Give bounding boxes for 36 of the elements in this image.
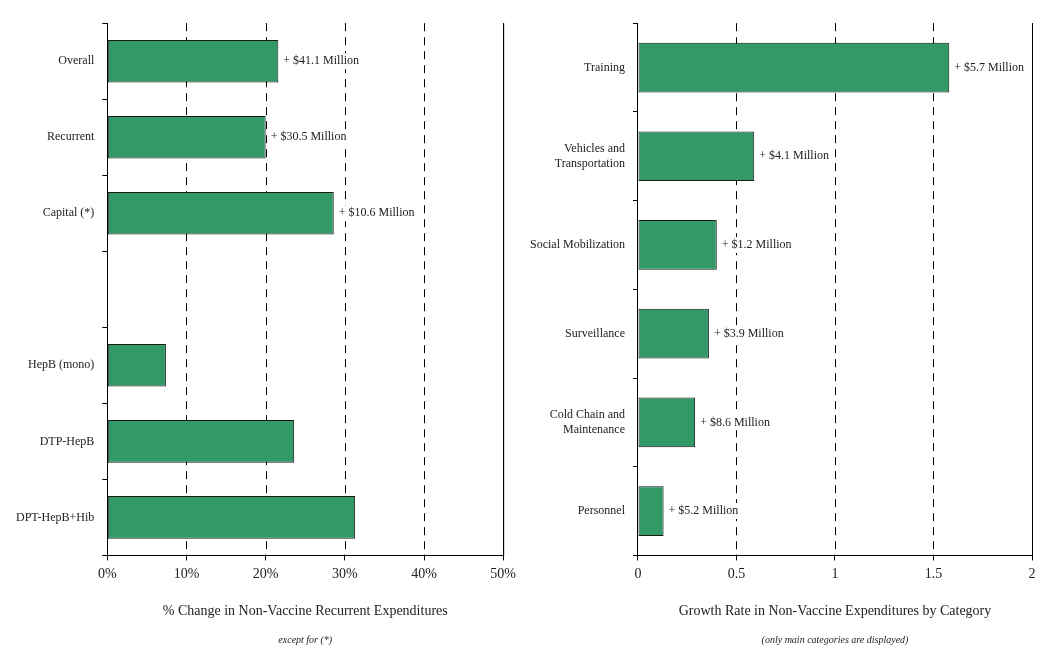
x-tick-label: 30%: [332, 566, 358, 582]
annotation: + $30.5 Million: [270, 129, 347, 144]
x-axis-title: Growth Rate in Non-Vaccine Expenditures by Category: [678, 603, 992, 619]
x-axis-title: % Change in Non-Vaccine Recurrent Expenditures: [162, 603, 448, 619]
y-tick-label: Training: [584, 59, 625, 74]
x-tick-label: 1.5: [924, 566, 943, 582]
text: except for (*): [278, 633, 333, 646]
x-tick-label: 0: [634, 566, 642, 582]
y-tick-label: HepB (mono): [28, 357, 95, 372]
x-tick-label: 10%: [173, 566, 200, 582]
x-tick-label: 50%: [490, 566, 517, 582]
annotation: + $8.6 Million: [700, 414, 770, 429]
y-tick-label: Personnel: [577, 503, 626, 518]
annotation: + $5.2 Million: [668, 503, 739, 518]
y-tick-label: Recurrent: [47, 129, 95, 144]
y-tick-label: Vehicles and Transportation: [554, 141, 625, 170]
annotation: + $10.6 Million: [338, 205, 415, 220]
annotation: + $3.9 Million: [713, 325, 784, 340]
y-tick-label: Surveillance: [565, 325, 625, 340]
annotation: + $5.7 Million: [954, 59, 1025, 74]
x-tick-label: 40%: [411, 566, 438, 582]
y-tick-label: Capital (*): [42, 205, 95, 220]
annotation: + $1.2 Million: [721, 237, 792, 252]
x-tick-label: 0%: [97, 566, 117, 582]
x-tick-label: 0.5: [727, 566, 746, 582]
x-tick-label: 20%: [252, 566, 279, 582]
annotation: + $4.1 Million: [759, 148, 829, 163]
y-tick-label: Social Mobilization: [529, 237, 625, 252]
y-tick-label: Overall: [58, 53, 95, 68]
y-tick-label: DPT-HepB+Hib: [16, 509, 95, 524]
text: (only main categories are displayed): [761, 633, 910, 646]
y-tick-label: Cold Chain and Maintenance: [549, 407, 625, 436]
x-tick-label: 2: [1028, 566, 1036, 582]
y-tick-label: DTP-HepB: [39, 433, 95, 448]
x-tick-label: 1: [831, 566, 839, 582]
annotation: + $41.1 Million: [283, 53, 360, 68]
